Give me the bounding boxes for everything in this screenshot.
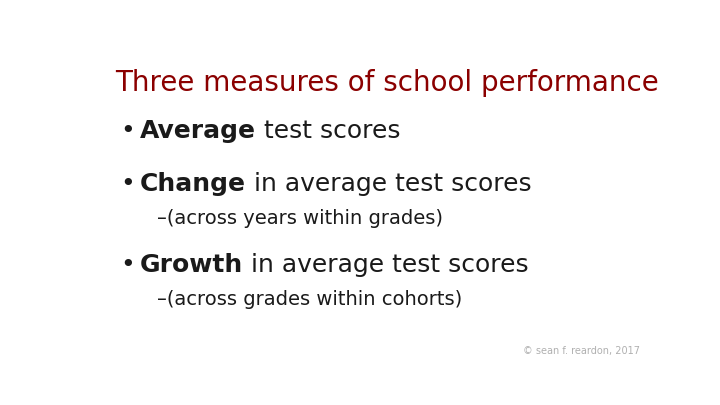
Text: Change: Change [140,172,246,196]
Text: in average test scores: in average test scores [243,254,529,277]
Text: Average: Average [140,119,256,143]
Text: •: • [121,172,135,196]
Text: •: • [121,119,135,143]
Text: –(across grades within cohorts): –(across grades within cohorts) [157,290,462,309]
Text: Growth: Growth [140,254,243,277]
Text: © sean f. reardon, 2017: © sean f. reardon, 2017 [523,346,639,356]
Text: –(across years within grades): –(across years within grades) [157,209,443,228]
Text: in average test scores: in average test scores [246,172,532,196]
Text: Three measures of school performance: Three measures of school performance [115,69,659,97]
Text: •: • [121,254,135,277]
Text: test scores: test scores [256,119,401,143]
